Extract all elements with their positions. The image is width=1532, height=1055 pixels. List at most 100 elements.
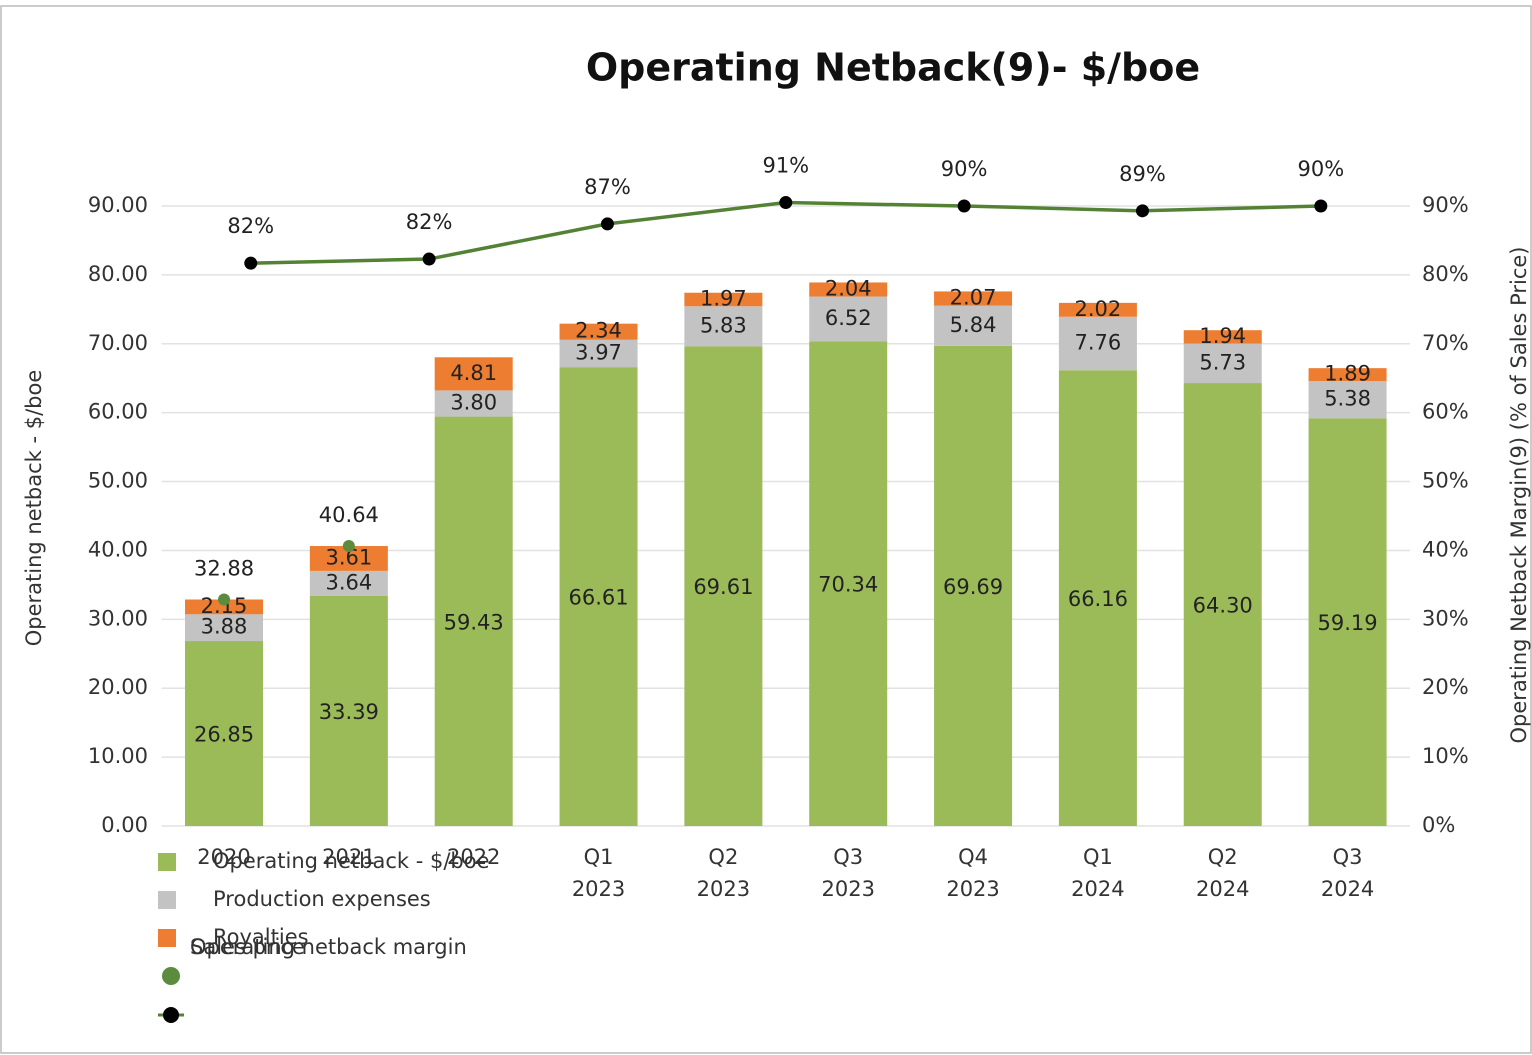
bar-segment xyxy=(809,296,888,342)
bar-segment xyxy=(434,357,513,391)
y2-tick-label: 50% xyxy=(1422,469,1469,493)
y2-tick-label: 10% xyxy=(1422,744,1469,768)
margin-marker xyxy=(244,256,258,270)
y-tick-label: 10.00 xyxy=(88,744,148,768)
bar-segment xyxy=(934,291,1013,306)
margin-marker xyxy=(779,196,793,210)
bar-segment xyxy=(185,614,264,642)
bar-segment xyxy=(1183,330,1262,344)
y2-tick-label: 70% xyxy=(1422,331,1469,355)
bar-segment xyxy=(559,339,638,368)
x-tick-label: Q1 2023 xyxy=(572,845,625,901)
legend-swatch xyxy=(158,891,176,909)
data-label: 87% xyxy=(584,175,631,199)
margin-marker xyxy=(1135,204,1149,218)
bar-segment xyxy=(684,306,763,347)
data-label: 82% xyxy=(406,210,453,234)
data-label: 32.88 xyxy=(194,556,254,580)
data-label: 66.61 xyxy=(568,586,628,610)
margin-marker xyxy=(422,252,436,266)
data-label: 5.84 xyxy=(950,313,997,337)
data-label: 59.43 xyxy=(444,610,504,634)
data-label: 91% xyxy=(762,154,809,178)
data-label: 90% xyxy=(1297,157,1344,181)
bar-segment xyxy=(185,599,264,615)
y-tick-label: 50.00 xyxy=(88,469,148,493)
y2-tick-label: 30% xyxy=(1422,606,1469,630)
data-label: 40.64 xyxy=(319,503,379,527)
y2-tick-label: 20% xyxy=(1422,675,1469,699)
x-tick-label: Q1 2024 xyxy=(1071,845,1124,901)
bar-segment xyxy=(1058,302,1137,317)
chart-title: Operating Netback(9)- $/boe xyxy=(586,46,1200,90)
data-label: 3.80 xyxy=(450,391,497,415)
x-tick-label: Q2 2023 xyxy=(697,845,750,901)
x-tick-label: 2022 xyxy=(447,845,500,869)
legend-label: Operating netback - $/boe xyxy=(213,849,490,873)
data-label: 69.69 xyxy=(943,575,1003,599)
legend-label: Production expenses xyxy=(213,887,431,911)
data-label: 7.76 xyxy=(1075,331,1122,355)
y-tick-label: 90.00 xyxy=(88,193,148,217)
data-label: 33.39 xyxy=(319,700,379,724)
data-label: 70.34 xyxy=(818,573,878,597)
data-label: 1.94 xyxy=(1199,324,1246,348)
legend-swatch xyxy=(163,1007,179,1023)
bar-segment xyxy=(934,305,1013,346)
data-label: 2.04 xyxy=(825,276,872,300)
bar-segment xyxy=(1183,343,1262,384)
legend-swatch xyxy=(158,929,176,947)
legend-swatch xyxy=(158,853,176,871)
data-label: 3.88 xyxy=(201,615,248,639)
data-label: 5.73 xyxy=(1199,350,1246,374)
bar-segment xyxy=(1308,381,1387,419)
data-label: 69.61 xyxy=(693,575,753,599)
bar-segment xyxy=(309,570,388,596)
data-label: 64.30 xyxy=(1193,594,1253,618)
y2-tick-label: 60% xyxy=(1422,400,1469,424)
data-label: 5.83 xyxy=(700,313,747,337)
bar-segment xyxy=(684,292,763,307)
bar-segment xyxy=(1308,418,1387,826)
legend-swatch xyxy=(162,967,180,985)
data-label: 2.02 xyxy=(1075,297,1122,321)
y2-tick-label: 80% xyxy=(1422,262,1469,286)
y2-tick-label: 90% xyxy=(1422,193,1469,217)
data-label: 66.16 xyxy=(1068,587,1128,611)
y2-tick-label: 0% xyxy=(1422,813,1455,837)
x-tick-label: Q4 2023 xyxy=(946,845,999,901)
data-label: 2.07 xyxy=(950,286,997,310)
data-label: 82% xyxy=(227,214,274,238)
margin-marker xyxy=(957,199,971,213)
bar-segment xyxy=(809,282,888,297)
bar-segment xyxy=(434,390,513,417)
data-label: 1.97 xyxy=(700,287,747,311)
bar-segment xyxy=(1058,370,1137,826)
bar-segment xyxy=(684,346,763,826)
y-tick-label: 30.00 xyxy=(88,606,148,630)
y-tick-label: 80.00 xyxy=(88,262,148,286)
bar-segment xyxy=(809,341,888,826)
bar-segment xyxy=(434,416,513,826)
data-label: 26.85 xyxy=(194,723,254,747)
y-tick-label: 0.00 xyxy=(101,813,148,837)
data-label: 4.81 xyxy=(450,361,497,385)
data-label: 5.38 xyxy=(1324,387,1371,411)
data-label: 89% xyxy=(1119,162,1166,186)
x-tick-label: Q2 2024 xyxy=(1196,845,1249,901)
x-tick-label: 2021 xyxy=(322,845,375,869)
data-label: 3.64 xyxy=(325,570,372,594)
x-tick-label: Q3 2023 xyxy=(821,845,874,901)
data-label: 90% xyxy=(941,157,988,181)
data-label: 1.89 xyxy=(1324,362,1371,386)
bar-segment xyxy=(1183,383,1262,826)
bar-segment xyxy=(1058,316,1137,371)
y2-tick-label: 40% xyxy=(1422,537,1469,561)
bar-segment xyxy=(1308,368,1387,382)
data-label: 3.97 xyxy=(575,340,622,364)
margin-marker xyxy=(1314,199,1328,213)
bar-segment xyxy=(559,323,638,340)
data-label: 6.52 xyxy=(825,306,872,330)
legend-label: Royalties xyxy=(213,925,309,949)
